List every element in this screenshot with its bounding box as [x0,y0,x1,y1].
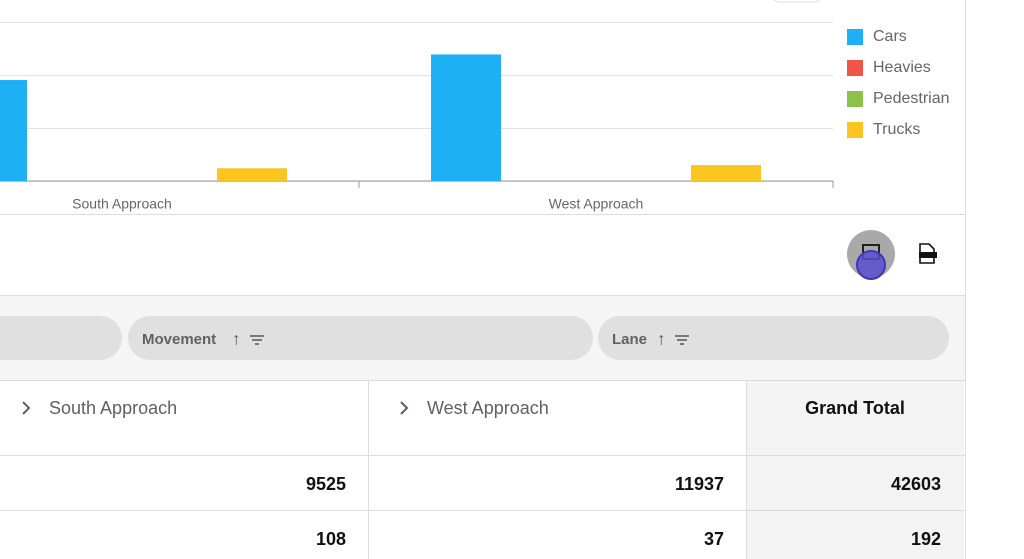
field-pill[interactable] [128,316,593,360]
x-tick-label: South Approach [72,196,172,212]
legend-swatch [847,60,863,76]
field-name: Movement [142,331,216,348]
cell-value: 11937 [675,474,724,494]
legend-label: Heavies [873,59,931,76]
filter-icon [250,335,264,345]
legend-swatch [847,29,863,45]
expand-icon[interactable] [400,401,409,415]
bar [217,168,287,181]
icon [919,252,937,258]
filter-icon [675,335,689,345]
sort-icon: ↑ [232,329,241,348]
cell-value: 192 [911,529,941,549]
grand-total-bg [747,381,964,559]
field-name: Lane [612,331,647,348]
field-pill[interactable] [0,316,122,360]
toolbar [847,230,937,280]
focus-ring [856,250,886,280]
legend-label: Trucks [873,121,920,138]
legend-label: Pedestrian [873,90,950,107]
cell-value: 42603 [891,474,941,494]
sort-icon: ↑ [657,329,666,348]
cell-value: 108 [316,529,346,549]
bar [0,80,27,181]
legend-swatch [847,91,863,107]
bar [691,165,761,181]
column-header: South Approach [49,398,177,418]
chart-button[interactable] [774,0,820,3]
pills: Movement ↑ Lane ↑ [0,316,949,360]
column-header: Grand Total [805,398,905,418]
field-pill[interactable] [598,316,949,360]
bar [431,54,501,181]
cell-value: 37 [704,529,724,549]
legend-label: Cars [873,28,907,45]
column-header: West Approach [427,398,549,418]
legend-swatch [847,122,863,138]
expand-icon[interactable] [22,401,31,415]
cell-value: 9525 [306,474,346,494]
x-tick-label: West Approach [549,196,644,212]
